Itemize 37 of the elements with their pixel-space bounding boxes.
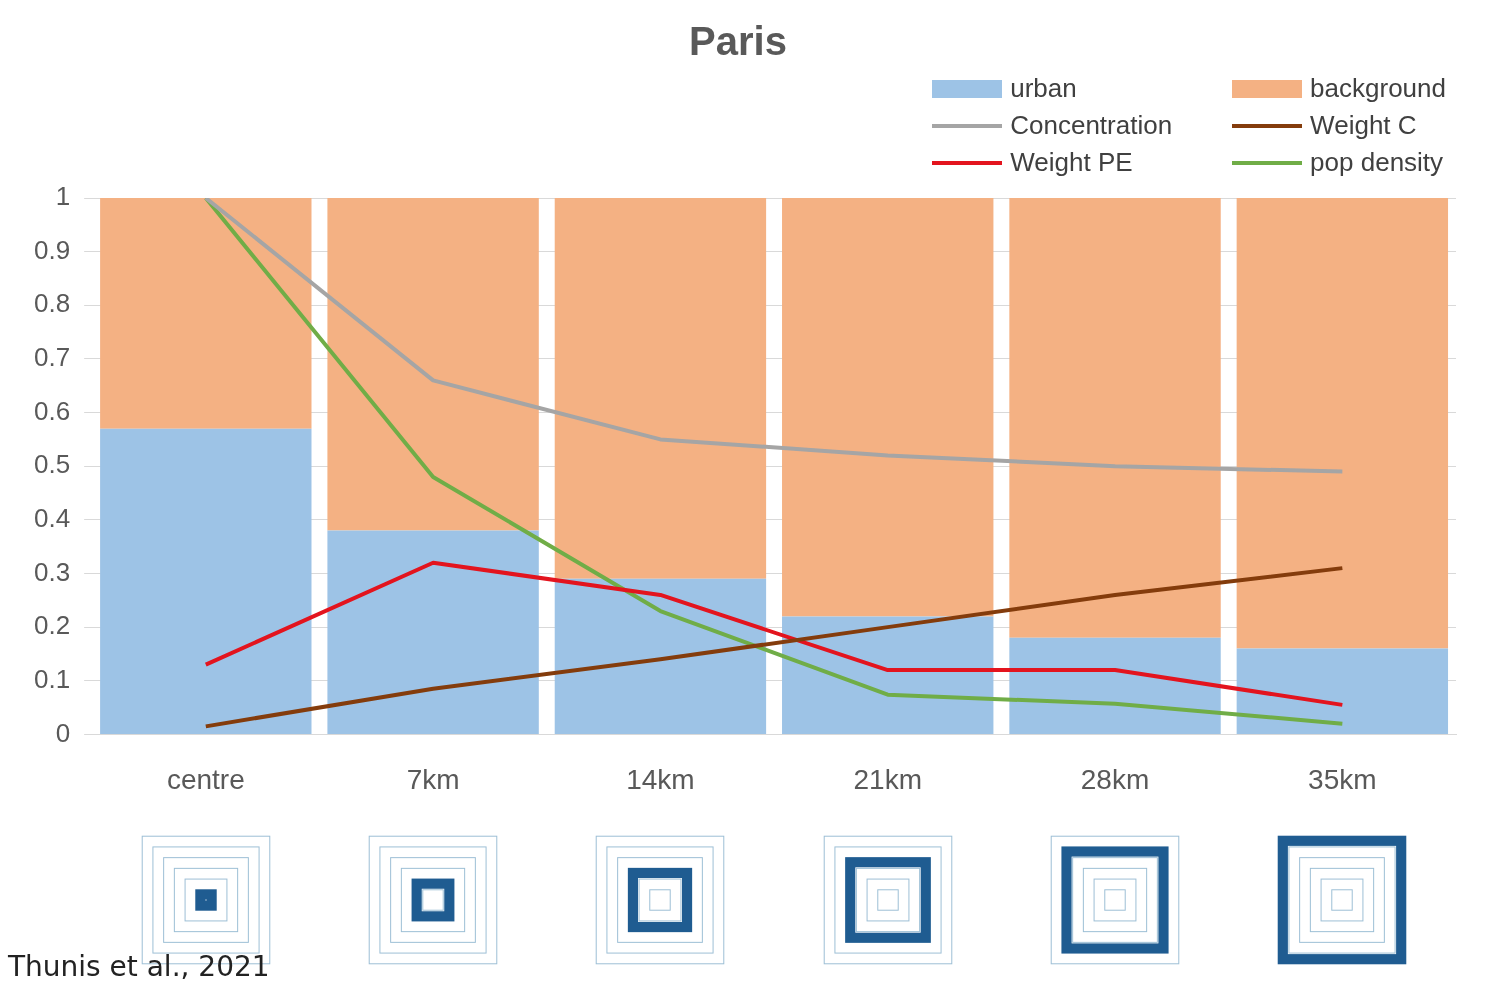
y-tick-label: 1 [55,181,71,212]
y-tick-label: 0.7 [33,342,71,373]
y-tick-label: 0.3 [33,556,71,587]
y-tick-label: 0.5 [33,449,71,480]
y-tick-label: 0.2 [33,610,71,641]
bar [1009,637,1221,734]
y-tick-label: 0.4 [33,503,71,534]
bar [1009,198,1221,638]
y-tick-label: 0.9 [33,234,71,265]
legend-label: Concentration [1010,110,1173,141]
x-tick-label: 7km [406,763,460,795]
legend-label: background [1310,73,1446,104]
x-tick-label: 35km [1308,763,1377,795]
legend-label: Weight PE [1010,147,1133,178]
bar [554,198,767,579]
chart-title: Paris [689,19,787,64]
x-tick-label: 14km [626,763,695,795]
bar [554,578,767,734]
bar [327,198,539,531]
x-tick-label: 21km [853,763,922,795]
bar [100,198,312,429]
y-tick-label: 0 [55,717,71,748]
legend-label: pop density [1310,147,1444,178]
bar [1236,198,1449,649]
y-tick-label: 0.8 [33,288,71,319]
bar [1236,648,1449,734]
x-tick-label: centre [166,763,245,795]
y-tick-label: 0.1 [33,663,71,694]
legend-label: urban [1010,73,1077,104]
bar [782,198,994,617]
bar [327,530,539,734]
x-tick-label: 28km [1080,763,1150,795]
bar [782,616,994,734]
text: Thunis et al., 2021 [8,950,270,983]
bar [100,428,312,734]
legend-label: Weight C [1310,110,1417,141]
y-tick-label: 0.6 [33,395,71,426]
